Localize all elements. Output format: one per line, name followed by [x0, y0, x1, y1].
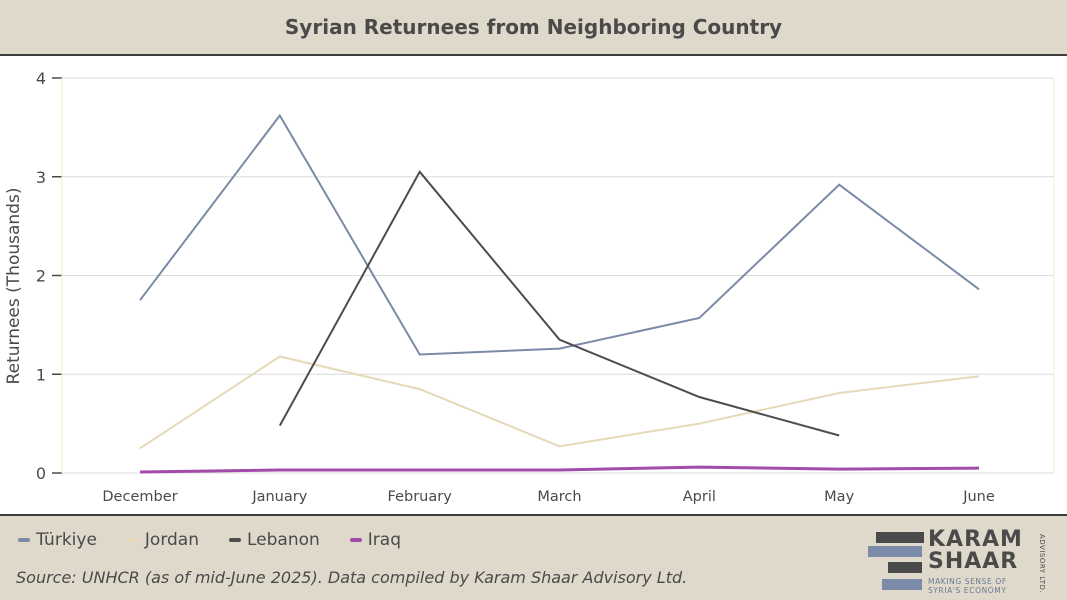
axes: 0 1 2 3 4 December January February March April Ma… — [36, 69, 995, 505]
chart-header: Syrian Returnees from Neighboring Countr… — [0, 0, 1067, 56]
y-axis-label: Returnees (Thousands) — [4, 188, 24, 385]
x-tick-label: January — [251, 489, 307, 505]
gridlines — [62, 77, 1055, 474]
x-tick-label: December — [102, 489, 177, 505]
legend-swatch-turkiye — [18, 538, 30, 542]
logo-bar — [876, 532, 924, 543]
chart-area: 0 1 2 3 4 December January February March April Ma… — [0, 58, 1067, 514]
chart-footer: Türkiye Jordan Lebanon Iraq Source: UNHC… — [0, 514, 1067, 600]
x-tick-label: March — [537, 489, 581, 505]
logo-bar — [868, 546, 922, 557]
logo-side-text: ADVISORY LTD. — [1038, 534, 1046, 594]
legend-label: Lebanon — [247, 530, 320, 550]
legend-swatch-iraq — [349, 538, 362, 542]
logo-text-shaar: SHAAR — [928, 549, 1019, 574]
y-tick-label: 3 — [36, 168, 46, 187]
y-tick-label: 0 — [36, 464, 46, 483]
karam-shaar-logo: KARAM SHAAR MAKING SENSE OF SYRIA'S ECON… — [866, 524, 1056, 600]
series-line-jordan — [139, 355, 980, 450]
legend-item-jordan: Jordan — [126, 530, 199, 550]
logo-text-karam: KARAM — [928, 527, 1023, 552]
series-line-lebanon — [278, 170, 840, 437]
y-tick-label: 1 — [36, 365, 46, 384]
series-line-trkiye — [139, 113, 980, 356]
legend-item-turkiye: Türkiye — [18, 530, 97, 550]
logo-tagline: MAKING SENSE OF — [928, 577, 1007, 586]
legend-label: Jordan — [144, 530, 199, 550]
series-line-iraq — [139, 465, 980, 474]
line-chart: 0 1 2 3 4 December January February March April Ma… — [4, 69, 1055, 505]
legend-swatch-lebanon — [229, 538, 241, 542]
legend-label: Türkiye — [36, 530, 97, 550]
x-tick-label: June — [962, 489, 995, 505]
legend-swatch-jordan — [126, 538, 139, 542]
legend-item-iraq: Iraq — [349, 530, 402, 550]
y-tick-label: 2 — [36, 267, 46, 286]
x-tick-label: May — [824, 489, 854, 505]
logo-bar — [888, 562, 922, 573]
legend-label: Iraq — [367, 530, 402, 550]
legend: Türkiye Jordan Lebanon Iraq — [18, 530, 431, 550]
series-lines — [139, 113, 980, 474]
legend-item-lebanon: Lebanon — [229, 530, 320, 550]
x-tick-label: February — [388, 489, 453, 505]
logo-bar — [882, 579, 922, 590]
source-note: Source: UNHCR (as of mid-June 2025). Dat… — [16, 568, 688, 587]
chart-title: Syrian Returnees from Neighboring Countr… — [284, 15, 783, 39]
logo-tagline: SYRIA'S ECONOMY — [928, 586, 1007, 595]
y-tick-label: 4 — [36, 69, 46, 88]
x-tick-label: April — [683, 489, 716, 505]
